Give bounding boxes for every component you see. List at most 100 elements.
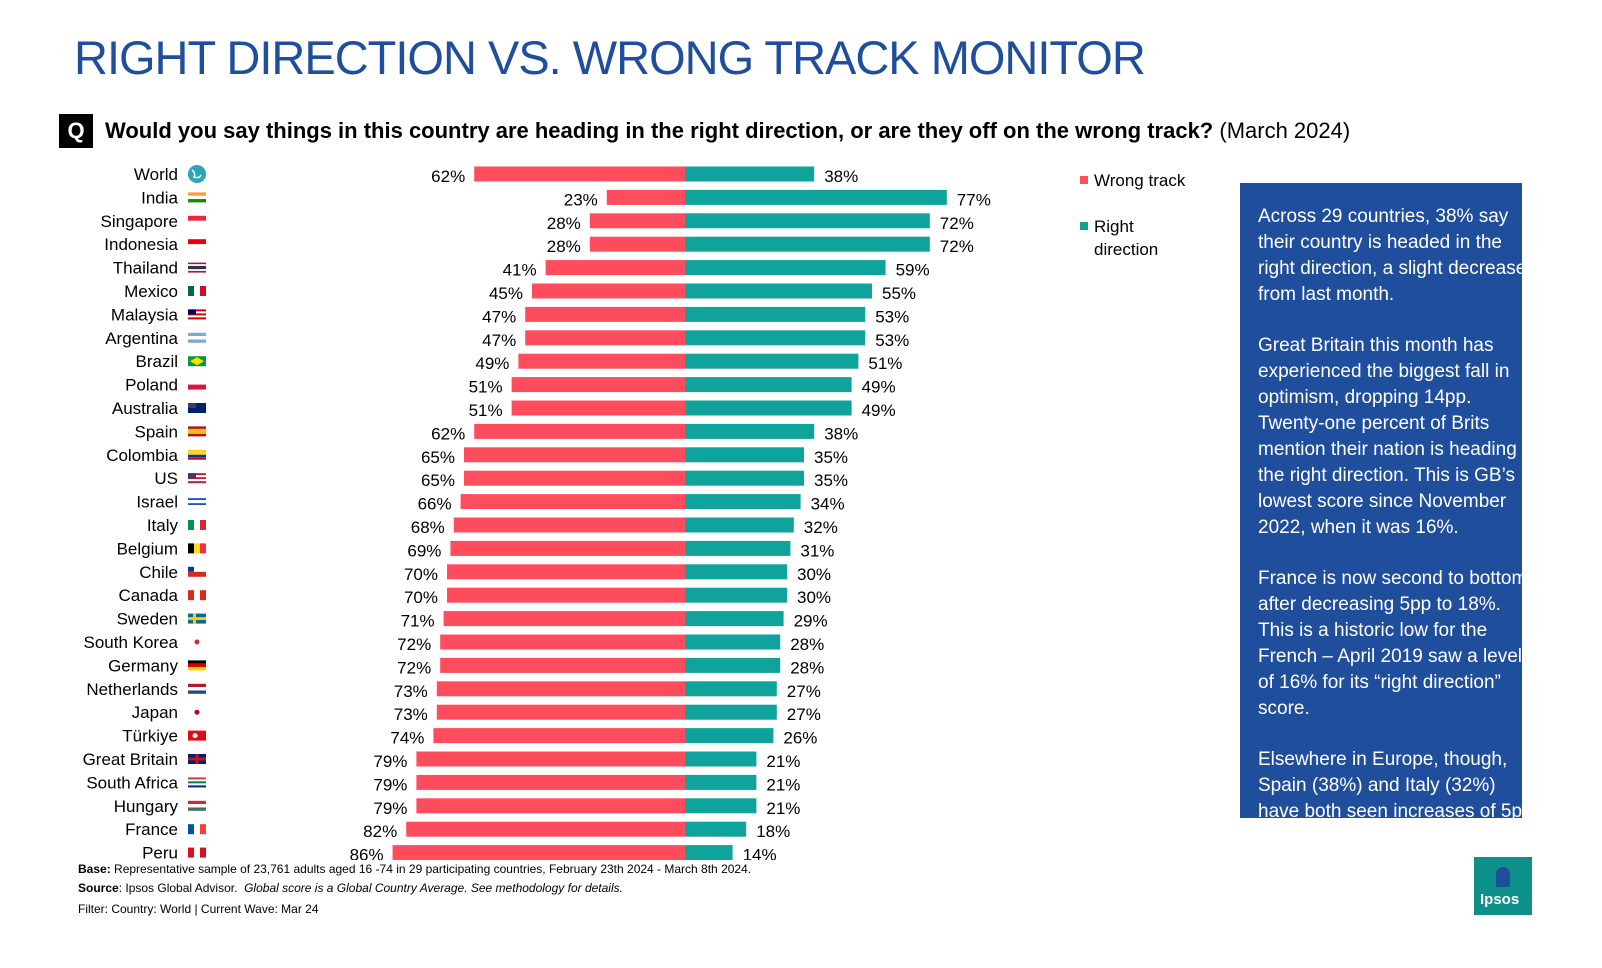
flag-south-africa-icon-stripe	[188, 783, 206, 786]
right-value-label: 59%	[896, 261, 930, 280]
legend-label-wrong: Wrong track	[1094, 171, 1186, 190]
wrong-value-label: 65%	[421, 471, 455, 490]
bar-right-direction	[685, 634, 781, 650]
flag-mexico-icon-stripe	[200, 286, 206, 296]
wrong-value-label: 66%	[418, 495, 452, 514]
bar-wrong-track	[450, 540, 685, 556]
right-value-label: 21%	[766, 775, 800, 794]
wrong-value-label: 74%	[390, 729, 424, 748]
flag-australia-icon-canton	[188, 403, 196, 408]
country-label: Colombia	[106, 446, 178, 465]
flag-germany-icon-stripe	[188, 663, 206, 668]
bar-right-direction	[685, 587, 787, 603]
wrong-value-label: 62%	[431, 424, 465, 443]
wrong-value-label: 79%	[373, 775, 407, 794]
wrong-value-label: 71%	[401, 612, 435, 631]
wrong-value-label: 73%	[394, 705, 428, 724]
flag-israel-icon-stripe	[188, 501, 206, 504]
wrong-value-label: 28%	[547, 237, 581, 256]
flag-mexico-icon-stripe	[188, 286, 194, 296]
right-value-label: 30%	[797, 565, 831, 584]
legend-label-right: Right direction	[1094, 217, 1159, 259]
bar-wrong-track	[453, 517, 685, 533]
flag-israel-icon-stripe	[188, 499, 206, 502]
flag-india-icon-stripe	[188, 192, 206, 196]
country-label: Germany	[108, 656, 178, 675]
flag-singapore-icon-stripe	[188, 220, 206, 226]
footer-source-text: : Ipsos Global Advisor.	[118, 881, 238, 895]
panel-paragraph: France is now second to bottom after dec…	[1258, 568, 1528, 719]
flag-canada-icon-stripe	[188, 590, 194, 601]
country-label: Netherlands	[86, 680, 178, 699]
flag-thailand-icon-stripe	[188, 269, 206, 271]
diverging-bar-chart: World 62% 38% India 23% 77% Singapore 28% 72% Ind…	[83, 165, 991, 860]
footer-filter: Filter: Country: World | Current Wave: M…	[78, 902, 319, 916]
wrong-value-label: 82%	[363, 822, 397, 841]
wrong-value-label: 51%	[469, 378, 503, 397]
flag-mexico-icon-stripe	[194, 286, 200, 296]
bar-wrong-track	[433, 728, 685, 744]
country-label: US	[154, 469, 178, 488]
logo-head-icon	[1496, 867, 1510, 887]
country-label: Canada	[118, 586, 178, 605]
right-value-label: 49%	[862, 401, 896, 420]
flag-spain-icon-stripe	[188, 428, 206, 432]
bar-right-direction	[685, 798, 757, 814]
country-label: Türkiye	[122, 727, 178, 746]
bar-wrong-track	[532, 283, 685, 299]
country-label: Peru	[142, 844, 178, 860]
wrong-value-label: 23%	[564, 190, 598, 209]
right-value-label: 14%	[743, 846, 777, 860]
bar-right-direction	[685, 564, 787, 580]
right-value-label: 53%	[875, 307, 909, 326]
wrong-value-label: 68%	[411, 518, 445, 537]
right-value-label: 30%	[797, 588, 831, 607]
flag-india-icon-stripe	[188, 199, 206, 203]
flag-france-icon-stripe	[188, 824, 194, 835]
flag-italy-icon-stripe	[194, 520, 200, 530]
legend-swatch-wrong	[1080, 176, 1088, 184]
panel-paragraph: Great Britain this month has experienced…	[1258, 335, 1537, 538]
wrong-value-label: 51%	[469, 401, 503, 420]
bar-wrong-track	[440, 657, 685, 673]
flag-chile-icon-stripe	[188, 571, 206, 577]
right-value-label: 72%	[940, 214, 974, 233]
flag-france-icon-stripe	[200, 824, 206, 835]
bar-right-direction	[685, 517, 794, 533]
bar-right-direction	[685, 330, 866, 346]
flag-sweden-icon-cross	[188, 617, 206, 621]
right-value-label: 38%	[824, 167, 858, 186]
bar-wrong-track	[525, 330, 685, 346]
globe-icon	[188, 165, 206, 183]
flag-spain-icon-stripe	[188, 426, 206, 429]
right-value-label: 77%	[957, 190, 991, 209]
flag-us-icon-stripe	[188, 481, 206, 484]
bar-wrong-track	[392, 845, 685, 860]
bar-wrong-track	[440, 634, 685, 650]
flag-turkiye-icon-crescent	[192, 733, 198, 739]
right-value-label: 35%	[814, 471, 848, 490]
right-value-label: 31%	[800, 541, 834, 560]
bar-wrong-track	[436, 681, 685, 697]
flag-us-icon-stripe	[188, 479, 206, 482]
flag-italy-icon-stripe	[200, 520, 206, 530]
flag-thailand-icon-stripe	[188, 267, 206, 270]
right-value-label: 38%	[824, 424, 858, 443]
country-label: France	[125, 820, 178, 839]
right-value-label: 18%	[756, 822, 790, 841]
wrong-value-label: 69%	[407, 541, 441, 560]
wrong-value-label: 73%	[394, 682, 428, 701]
country-label: Italy	[147, 516, 179, 535]
flag-peru-icon-stripe	[188, 847, 194, 858]
wrong-value-label: 28%	[547, 214, 581, 233]
footer-base-text: Representative sample of 23,761 adults a…	[114, 862, 752, 876]
flag-south-africa-icon-stripe	[188, 777, 206, 780]
flag-netherlands-icon-stripe	[188, 690, 206, 694]
flag-netherlands-icon-stripe	[188, 687, 206, 691]
flag-israel-icon-stripe	[188, 496, 206, 499]
country-label: South Korea	[83, 633, 178, 652]
wrong-value-label: 70%	[404, 565, 438, 584]
flag-belgium-icon-stripe	[200, 543, 206, 554]
flag-thailand-icon-stripe	[188, 270, 206, 273]
bar-wrong-track	[460, 494, 685, 510]
